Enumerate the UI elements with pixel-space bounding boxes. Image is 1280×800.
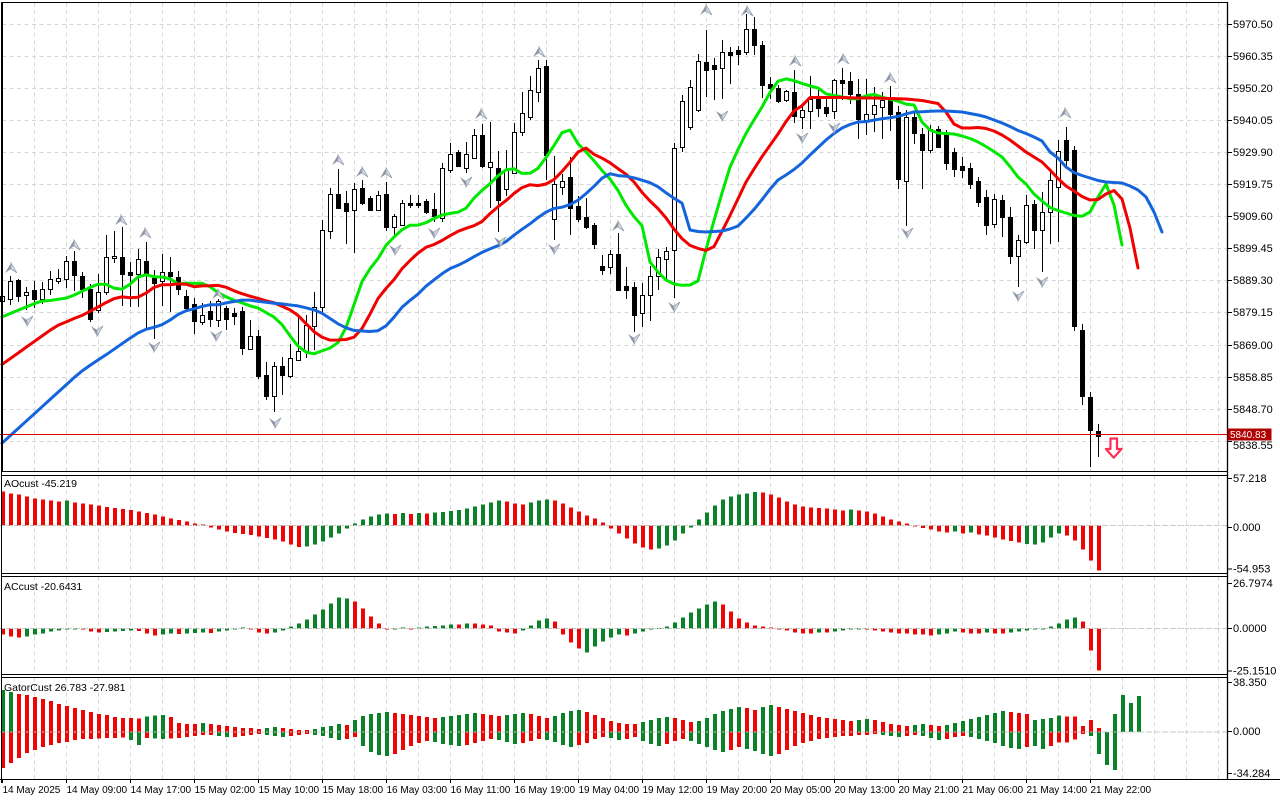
svg-text:5879.15: 5879.15 <box>1233 307 1273 319</box>
svg-text:21 May 06:00: 21 May 06:00 <box>963 785 1024 796</box>
svg-text:21 May 14:00: 21 May 14:00 <box>1027 785 1088 796</box>
svg-text:5869.00: 5869.00 <box>1233 340 1273 352</box>
svg-text:16 May 11:00: 16 May 11:00 <box>451 785 511 796</box>
svg-text:5919.75: 5919.75 <box>1233 179 1273 191</box>
svg-text:15 May 10:00: 15 May 10:00 <box>259 785 320 796</box>
svg-text:14 May 09:00: 14 May 09:00 <box>67 785 128 796</box>
svg-text:16 May 03:00: 16 May 03:00 <box>387 785 448 796</box>
svg-text:5899.45: 5899.45 <box>1233 243 1273 255</box>
svg-text:19 May 04:00: 19 May 04:00 <box>579 785 640 796</box>
svg-text:14 May 2025: 14 May 2025 <box>3 785 61 796</box>
svg-text:5838.55: 5838.55 <box>1233 440 1273 452</box>
svg-text:57.218: 57.218 <box>1233 473 1267 485</box>
svg-text:5960.35: 5960.35 <box>1233 51 1273 63</box>
svg-text:15 May 18:00: 15 May 18:00 <box>323 785 384 796</box>
svg-text:-54.953: -54.953 <box>1233 564 1270 576</box>
svg-text:16 May 19:00: 16 May 19:00 <box>515 785 576 796</box>
svg-text:GatorCust 26.783 -27.981: GatorCust 26.783 -27.981 <box>4 682 126 694</box>
svg-text:5889.30: 5889.30 <box>1233 275 1273 287</box>
svg-text:20 May 21:00: 20 May 21:00 <box>899 785 960 796</box>
svg-text:19 May 12:00: 19 May 12:00 <box>643 785 704 796</box>
svg-text:20 May 13:00: 20 May 13:00 <box>835 785 896 796</box>
svg-text:14 May 17:00: 14 May 17:00 <box>131 785 192 796</box>
svg-text:5970.50: 5970.50 <box>1233 19 1273 31</box>
svg-text:5909.60: 5909.60 <box>1233 211 1273 223</box>
svg-text:0.000: 0.000 <box>1233 522 1261 534</box>
svg-text:AOcust -45.219: AOcust -45.219 <box>4 478 77 490</box>
svg-text:-25.1510: -25.1510 <box>1233 666 1276 678</box>
svg-text:19 May 20:00: 19 May 20:00 <box>707 785 768 796</box>
svg-text:20 May 05:00: 20 May 05:00 <box>771 785 832 796</box>
svg-text:26.7974: 26.7974 <box>1233 578 1273 590</box>
svg-text:0.000: 0.000 <box>1233 726 1261 738</box>
svg-text:15 May 02:00: 15 May 02:00 <box>195 785 256 796</box>
svg-text:5929.90: 5929.90 <box>1233 147 1273 159</box>
svg-text:21 May 22:00: 21 May 22:00 <box>1091 785 1152 796</box>
svg-text:5848.70: 5848.70 <box>1233 404 1273 416</box>
svg-text:5940.05: 5940.05 <box>1233 115 1273 127</box>
svg-text:-34.284: -34.284 <box>1233 768 1270 780</box>
svg-text:ACcust -20.6431: ACcust -20.6431 <box>4 581 82 593</box>
svg-text:0.0000: 0.0000 <box>1233 623 1267 635</box>
svg-text:5840.83: 5840.83 <box>1230 430 1267 441</box>
svg-text:38.350: 38.350 <box>1233 677 1267 689</box>
svg-text:5858.85: 5858.85 <box>1233 372 1273 384</box>
svg-text:5950.20: 5950.20 <box>1233 83 1273 95</box>
